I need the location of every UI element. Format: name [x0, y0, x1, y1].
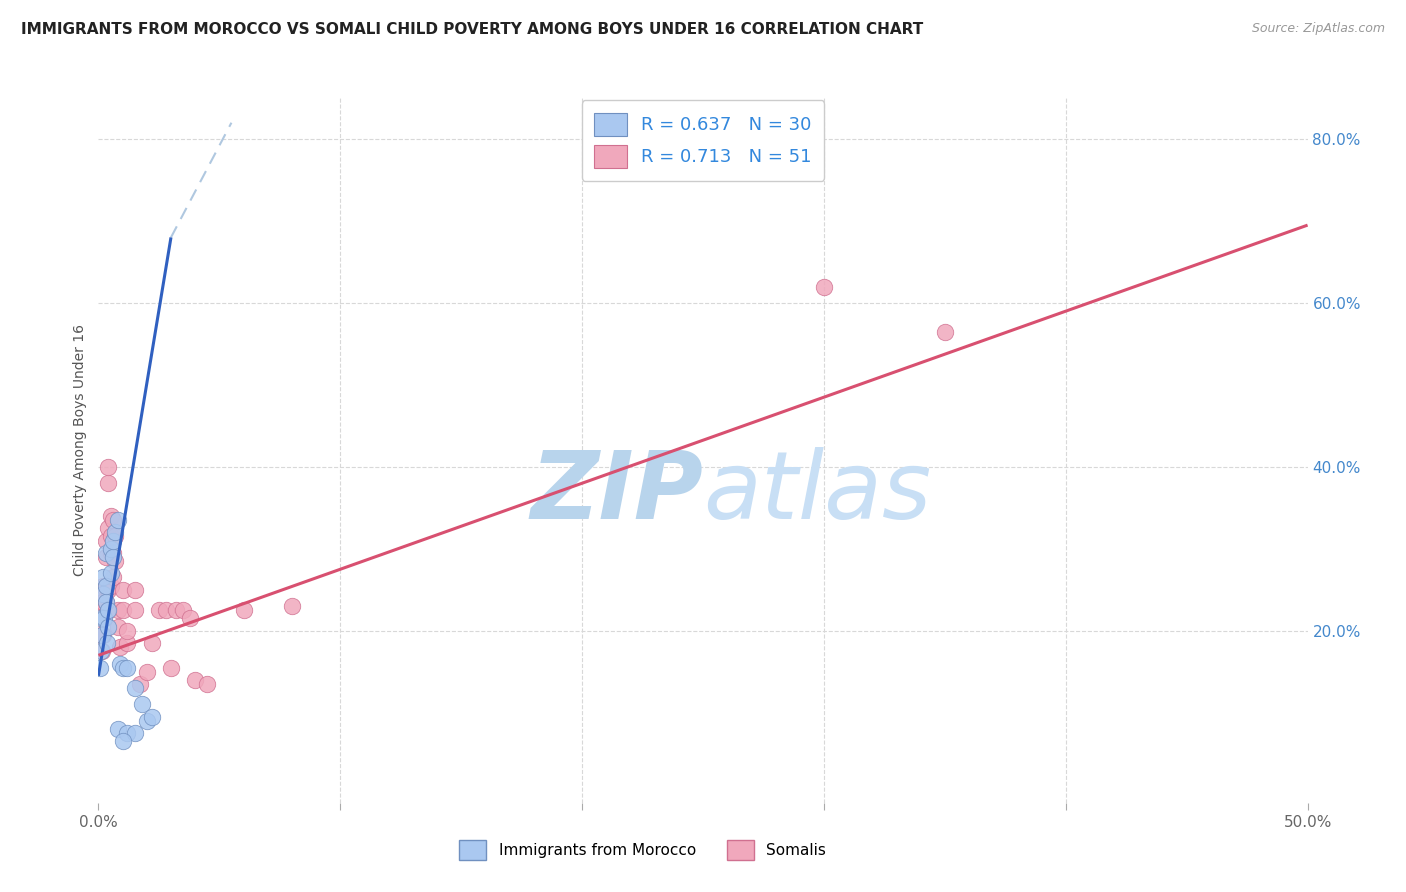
Point	[91, 628, 114, 642]
Point	[94, 595, 117, 609]
Point	[91, 587, 114, 601]
Point	[100, 508, 122, 523]
Point	[107, 513, 129, 527]
Point	[89, 660, 111, 674]
Point	[107, 603, 129, 617]
Point	[90, 595, 112, 609]
Point	[94, 579, 117, 593]
Point	[104, 554, 127, 568]
Point	[100, 529, 122, 543]
Point	[107, 619, 129, 633]
Point	[97, 521, 120, 535]
Point	[117, 624, 139, 638]
Point	[100, 579, 122, 593]
Point	[90, 611, 112, 625]
Text: IMMIGRANTS FROM MOROCCO VS SOMALI CHILD POVERTY AMONG BOYS UNDER 16 CORRELATION : IMMIGRANTS FROM MOROCCO VS SOMALI CHILD …	[21, 22, 924, 37]
Point	[104, 525, 127, 540]
Point	[111, 660, 134, 674]
Point	[91, 628, 114, 642]
Point	[117, 726, 139, 740]
Point	[100, 541, 122, 556]
Point	[94, 549, 117, 564]
Point	[90, 611, 112, 625]
Point	[111, 734, 134, 748]
Text: atlas: atlas	[703, 447, 931, 538]
Point	[94, 546, 117, 560]
Point	[179, 611, 201, 625]
Text: Source: ZipAtlas.com: Source: ZipAtlas.com	[1251, 22, 1385, 36]
Point	[91, 579, 114, 593]
Point	[172, 603, 194, 617]
Point	[91, 644, 114, 658]
Point	[141, 636, 163, 650]
Point	[135, 665, 157, 679]
Point	[124, 582, 146, 597]
Point	[934, 325, 956, 339]
Point	[148, 603, 170, 617]
Point	[97, 603, 120, 617]
Point	[165, 603, 187, 617]
Point	[108, 640, 131, 654]
Point	[107, 722, 129, 736]
Point	[91, 570, 114, 584]
Point	[232, 603, 254, 617]
Point	[101, 549, 124, 564]
Point	[97, 476, 120, 491]
Point	[93, 611, 115, 625]
Point	[94, 595, 117, 609]
Point	[90, 644, 112, 658]
Point	[101, 533, 124, 548]
Point	[160, 660, 183, 674]
Point	[94, 533, 117, 548]
Point	[281, 599, 304, 614]
Point	[155, 603, 177, 617]
Y-axis label: Child Poverty Among Boys Under 16: Child Poverty Among Boys Under 16	[73, 325, 87, 576]
Point	[94, 579, 117, 593]
Point	[101, 513, 124, 527]
Point	[124, 726, 146, 740]
Point	[100, 546, 122, 560]
Point	[184, 673, 207, 687]
Point	[117, 636, 139, 650]
Point	[100, 566, 122, 581]
Point	[108, 657, 131, 671]
Point	[104, 529, 127, 543]
Point	[131, 698, 153, 712]
Point	[91, 611, 114, 625]
Point	[97, 459, 120, 474]
Point	[97, 582, 120, 597]
Point	[90, 628, 112, 642]
Point	[93, 611, 115, 625]
Point	[111, 582, 134, 597]
Point	[135, 714, 157, 728]
Legend: Immigrants from Morocco, Somalis: Immigrants from Morocco, Somalis	[453, 834, 832, 865]
Point	[117, 660, 139, 674]
Point	[141, 710, 163, 724]
Point	[101, 546, 124, 560]
Point	[195, 677, 218, 691]
Point	[124, 681, 146, 695]
Point	[813, 279, 835, 293]
Point	[111, 603, 134, 617]
Text: ZIP: ZIP	[530, 447, 703, 539]
Point	[128, 677, 150, 691]
Point	[97, 619, 120, 633]
Point	[101, 570, 124, 584]
Point	[91, 595, 114, 609]
Point	[96, 636, 118, 650]
Point	[97, 603, 120, 617]
Point	[124, 603, 146, 617]
